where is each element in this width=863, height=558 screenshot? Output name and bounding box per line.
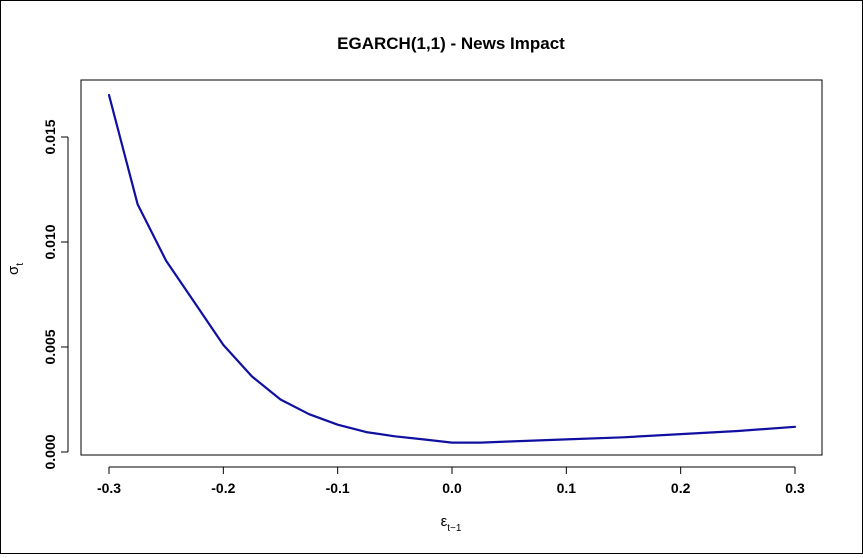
y-axis-label-base: σ xyxy=(5,265,22,275)
x-tick-label: 0.1 xyxy=(557,480,577,496)
plot-area xyxy=(80,79,823,456)
y-axis: 0.000 0.005 0.010 0.015 xyxy=(42,119,69,470)
x-tick-label: -0.3 xyxy=(97,480,121,496)
x-tick-label: 0.3 xyxy=(785,480,805,496)
series-group xyxy=(107,93,797,444)
x-tick-label: -0.2 xyxy=(211,480,235,496)
y-axis-label: σt xyxy=(5,263,26,275)
x-axis-label-base: ε xyxy=(441,513,448,530)
x-tick-label: 0.0 xyxy=(442,480,462,496)
series-line xyxy=(107,93,797,444)
y-tick-label: 0.015 xyxy=(42,119,58,154)
chart-title: EGARCH(1,1) - News Impact xyxy=(337,34,565,53)
y-tick-label: 0.010 xyxy=(42,224,58,259)
x-axis: -0.3 -0.2 -0.1 0.0 0.1 0.2 0.3 xyxy=(97,466,805,496)
y-axis-label-subscript: t xyxy=(15,263,26,266)
x-axis-label-subscript: t−1 xyxy=(447,523,462,534)
y-tick-label: 0.000 xyxy=(42,434,58,469)
x-axis-label: εt−1 xyxy=(441,513,462,534)
x-tick-label: 0.2 xyxy=(671,480,691,496)
y-tick-label: 0.005 xyxy=(42,329,58,364)
x-tick-label: -0.1 xyxy=(326,480,350,496)
